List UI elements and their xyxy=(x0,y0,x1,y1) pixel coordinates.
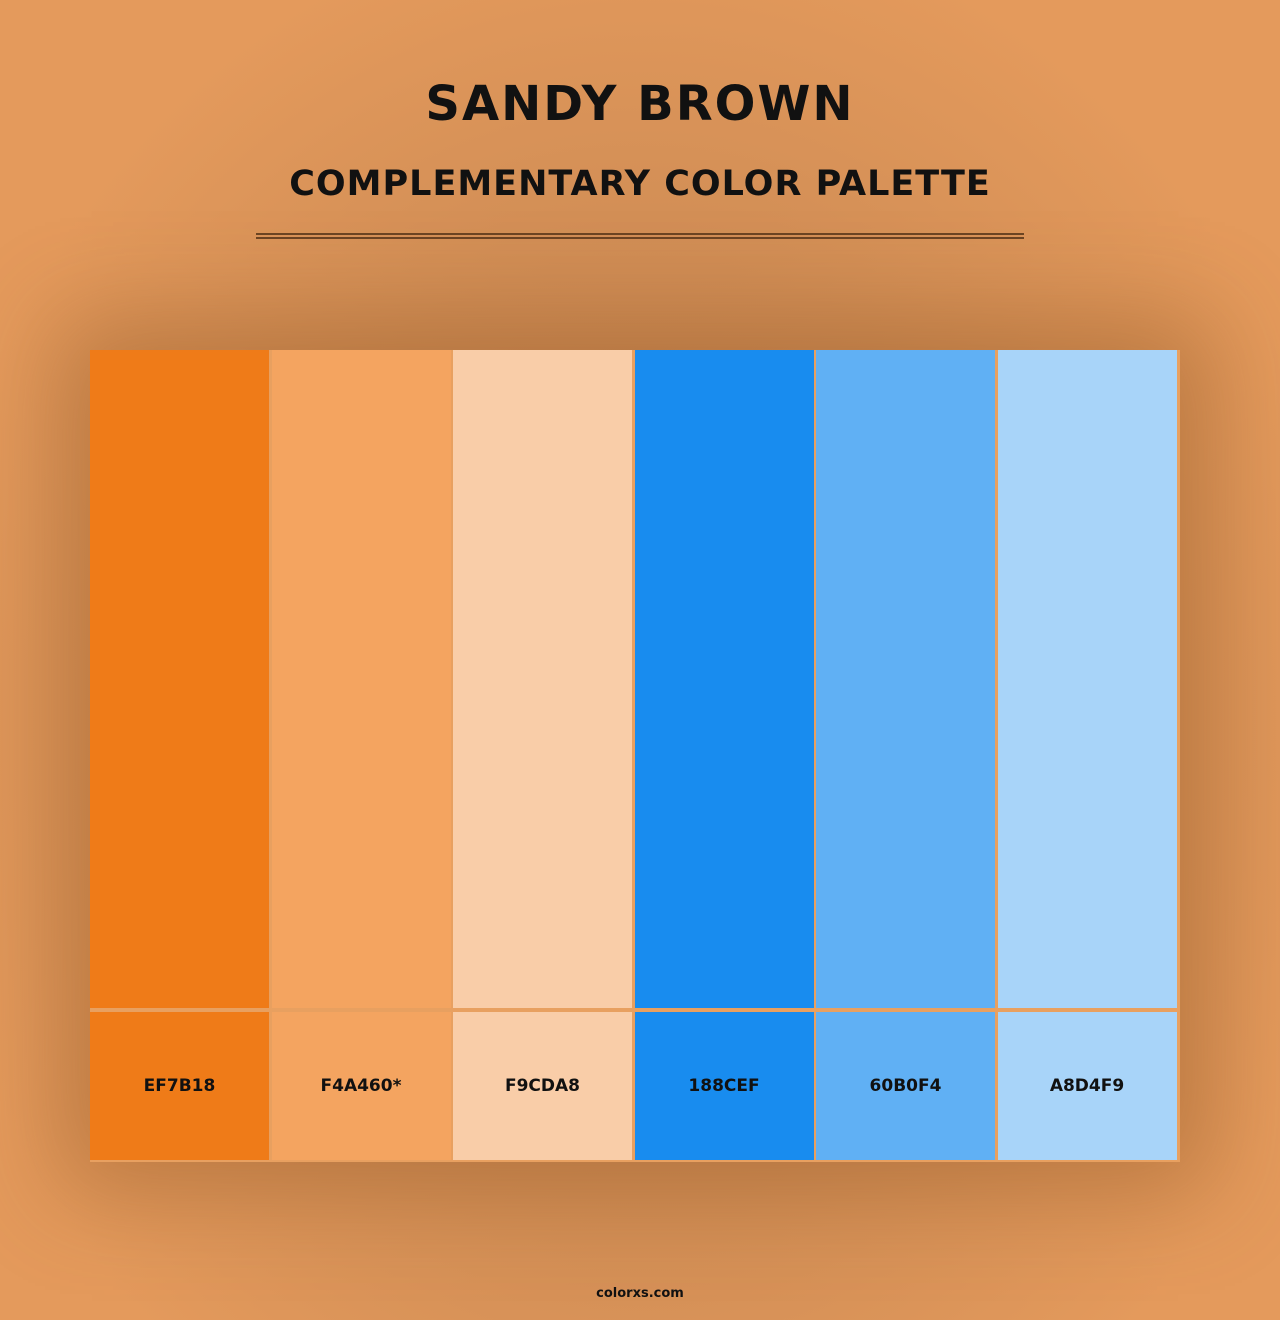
color-swatch xyxy=(997,350,1177,1008)
color-swatch xyxy=(816,350,995,1008)
subtitle: COMPLEMENTARY COLOR PALETTE xyxy=(289,164,991,204)
color-code: EF7B18 xyxy=(90,1012,269,1160)
color-code: F9CDA8 xyxy=(453,1012,632,1160)
title: SANDY BROWN xyxy=(425,76,855,132)
rule xyxy=(256,237,1024,239)
color-code: A8D4F9 xyxy=(997,1012,1177,1160)
color-swatch xyxy=(453,350,632,1008)
rule xyxy=(256,233,1024,235)
color-swatch xyxy=(271,350,451,1008)
color-swatch xyxy=(634,350,814,1008)
color-code: 188CEF xyxy=(634,1012,814,1160)
color-code: 60B0F4 xyxy=(816,1012,995,1160)
color-code: F4A460* xyxy=(271,1012,451,1160)
color-swatch xyxy=(90,350,269,1008)
footer: colorxs.com xyxy=(596,1286,684,1301)
